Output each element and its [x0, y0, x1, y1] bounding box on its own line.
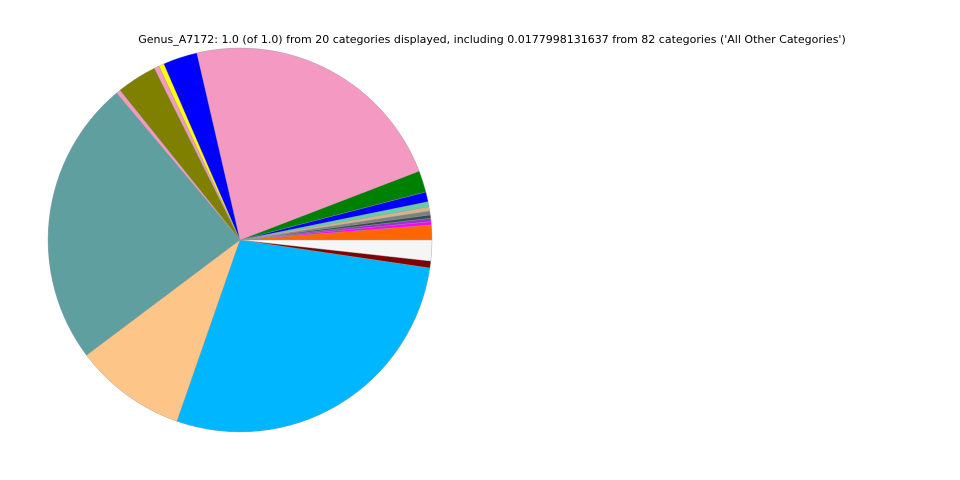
pie-slice [196, 47, 420, 241]
pie-slice [239, 239, 433, 262]
chart-title: Genus_A7172: 1.0 (of 1.0) from 20 catego… [138, 33, 846, 46]
pie-slice [86, 239, 241, 422]
pie-slice [47, 92, 241, 356]
pie-slice [176, 239, 431, 433]
